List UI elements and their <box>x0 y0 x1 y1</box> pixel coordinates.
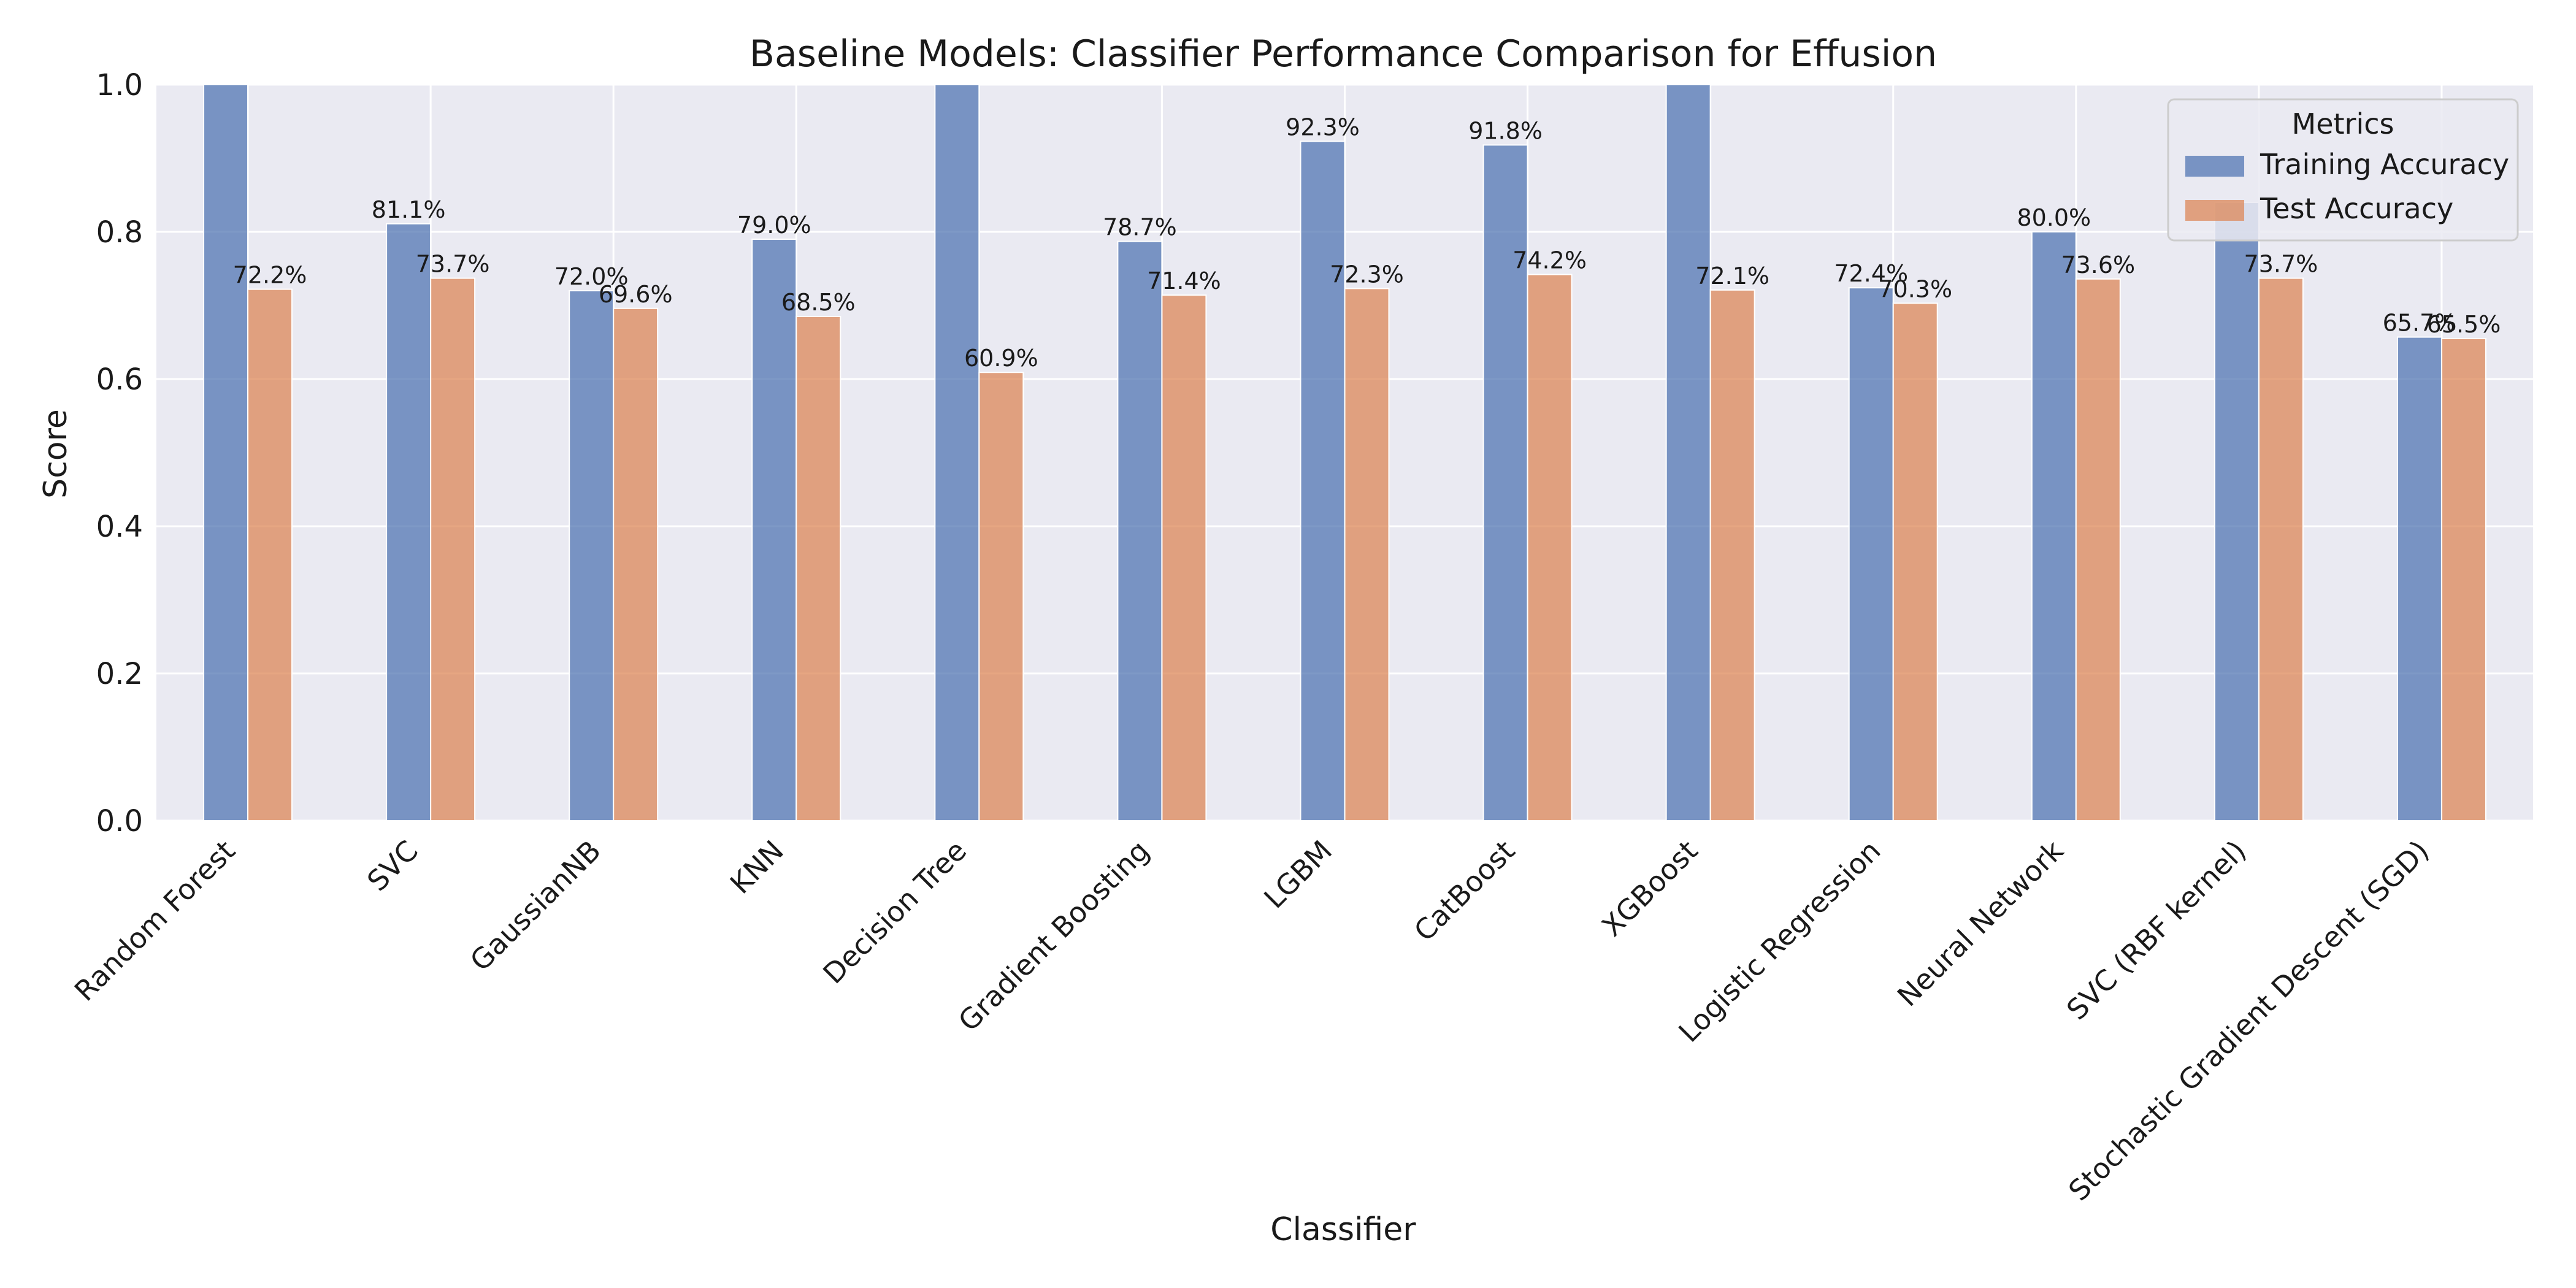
series-training-accuracy <box>203 84 2442 822</box>
bar <box>934 84 980 821</box>
x-tick-label: GaussianNB <box>464 834 607 978</box>
data-label: 81.1% <box>372 196 446 223</box>
data-label: 68.5% <box>781 289 856 316</box>
y-tick-label: 1.0 <box>96 68 143 102</box>
data-label: 65.5% <box>2427 311 2501 338</box>
bar <box>1482 144 1528 821</box>
data-label: 73.7% <box>2244 251 2318 278</box>
x-axis-label: Classifier <box>1270 1211 1416 1248</box>
data-label: 60.9% <box>964 345 1038 372</box>
x-tick-label: Stochastic Gradient Descent (SGD) <box>2062 834 2436 1208</box>
x-tick-label: Random Forest <box>68 834 242 1008</box>
bar <box>1161 294 1207 821</box>
bar <box>1709 289 1755 821</box>
bar <box>1344 288 1390 821</box>
bar <box>2440 338 2486 821</box>
y-tick-label: 0.4 <box>96 510 143 544</box>
legend-swatch <box>2185 156 2244 177</box>
data-label: 65.7% <box>2383 310 2457 337</box>
legend-entry-label: Test Accuracy <box>2260 192 2453 225</box>
bar <box>751 239 797 821</box>
bar <box>978 372 1024 821</box>
x-tick-label: SVC <box>361 834 424 898</box>
bar <box>1300 140 1346 821</box>
data-label: 80.0% <box>2017 204 2091 231</box>
bar <box>386 223 432 821</box>
data-label: 79.0% <box>737 212 811 239</box>
bar <box>2031 231 2077 821</box>
y-tick-label: 0.8 <box>96 215 143 250</box>
x-tick-label: Neural Network <box>1891 834 2070 1013</box>
y-tick-label: 0.0 <box>96 804 143 838</box>
y-tick-label: 0.6 <box>96 362 143 397</box>
data-label: 91.8% <box>1468 117 1543 144</box>
data-label: 73.6% <box>2061 251 2135 278</box>
bar <box>2214 202 2260 821</box>
bar <box>1117 240 1163 822</box>
legend-entry-label: Training Accuracy <box>2260 148 2509 181</box>
bar <box>1892 302 1938 821</box>
legend-title: Metrics <box>2292 107 2394 140</box>
chart-title: Baseline Models: Classifier Performance … <box>749 33 1937 75</box>
legend-box <box>2167 98 2519 242</box>
bar <box>795 316 841 821</box>
bar <box>1527 274 1573 822</box>
bar <box>203 84 249 821</box>
data-label: 74.2% <box>1512 247 1587 274</box>
bar <box>1665 84 1711 821</box>
data-label: 71.4% <box>1147 267 1221 294</box>
bar <box>613 307 659 821</box>
x-tick-label: LGBM <box>1257 834 1338 915</box>
data-label: 78.7% <box>1103 214 1177 241</box>
series-test-accuracy <box>247 274 2486 822</box>
bar <box>247 288 293 822</box>
x-tick-label: SVC (RBF kernel) <box>2060 834 2253 1027</box>
legend: Metrics Training Accuracy Test Accuracy <box>2167 98 2519 242</box>
data-label: 69.6% <box>599 281 673 308</box>
bar <box>2396 336 2442 821</box>
legend-swatch <box>2185 200 2244 221</box>
bar <box>2258 277 2304 822</box>
x-tick-label: Gradient Boosting <box>952 834 1156 1038</box>
bar <box>430 277 476 822</box>
bar <box>2075 278 2121 821</box>
bar <box>1848 287 1894 821</box>
data-label: 72.0% <box>554 263 629 290</box>
x-tick-label: CatBoost <box>1408 834 1521 948</box>
x-tick-label: KNN <box>724 834 790 900</box>
data-label: 72.2% <box>233 262 307 289</box>
bar <box>569 290 615 821</box>
data-label: 92.3% <box>1286 113 1360 140</box>
data-label: 70.3% <box>1878 275 1952 302</box>
x-tick-label: Logistic Regression <box>1672 834 1887 1049</box>
data-label: 73.7% <box>416 251 490 278</box>
y-axis-label: Score <box>37 409 74 499</box>
x-tick-label: Decision Tree <box>816 834 973 991</box>
x-tick-label: XGBoost <box>1595 834 1704 943</box>
y-tick-label: 0.2 <box>96 657 143 691</box>
data-label: 72.3% <box>1330 261 1404 288</box>
data-label: 72.4% <box>1834 260 1908 287</box>
data-label: 72.1% <box>1695 263 1769 289</box>
plot-area: 0.0 0.2 0.4 0.6 0.8 1.0 81.1% 72.0% 79.0% 78.7% 92… <box>68 68 2533 1207</box>
